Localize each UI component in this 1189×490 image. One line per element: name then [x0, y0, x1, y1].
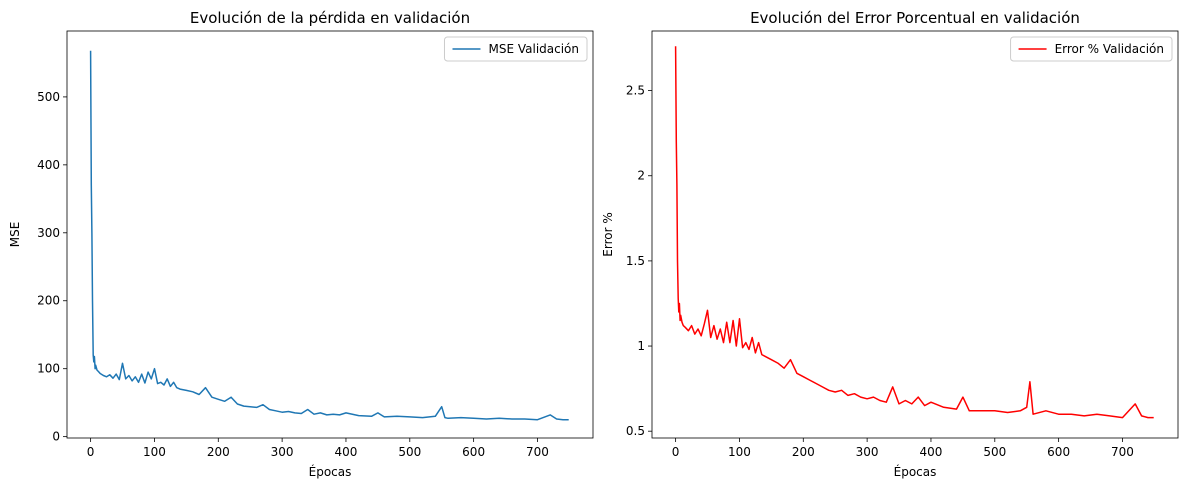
y-tick-label: 1.5 — [626, 254, 645, 268]
x-axis-label: Épocas — [894, 464, 937, 479]
y-tick-label: 200 — [37, 294, 60, 308]
chart-title: Evolución de la pérdida en validación — [190, 9, 470, 27]
x-tick-label: 400 — [335, 445, 358, 459]
x-tick-label: 500 — [398, 445, 421, 459]
x-tick-label: 300 — [856, 445, 879, 459]
x-tick-label: 200 — [792, 445, 815, 459]
y-tick-label: 1 — [637, 339, 645, 353]
legend: Error % Validación — [1010, 36, 1173, 62]
y-axis-label: MSE — [8, 222, 22, 248]
x-tick-label: 300 — [271, 445, 294, 459]
y-tick-label: 0 — [52, 430, 60, 444]
axes-frame — [651, 30, 1179, 439]
legend-box — [1010, 36, 1173, 62]
y-axis-label: Error % — [601, 212, 615, 256]
y-tick-label: 100 — [37, 362, 60, 376]
legend-box — [443, 36, 588, 62]
x-axis-label: Épocas — [309, 464, 352, 479]
x-tick-label: 700 — [526, 445, 549, 459]
legend-label: Error % Validación — [1055, 42, 1164, 56]
x-tick-label: 200 — [207, 445, 230, 459]
x-tick-label: 500 — [983, 445, 1006, 459]
x-tick-label: 100 — [143, 445, 166, 459]
y-tick-label: 400 — [37, 158, 60, 172]
y-tick-label: 0.5 — [626, 424, 645, 438]
x-tick-label: 600 — [462, 445, 485, 459]
chart-2: 0 100 200 300 400 500 600 700 0.5 1 1.5 2 2.5 Evoluci… — [601, 9, 1179, 479]
x-tick-label: 0 — [672, 445, 680, 459]
legend-label: MSE Validación — [488, 42, 579, 56]
y-tick-label: 500 — [37, 90, 60, 104]
series-line-1 — [674, 46, 1154, 419]
y-tick-label: 2.5 — [626, 84, 645, 98]
chart-title: Evolución del Error Porcentual en valida… — [750, 9, 1080, 27]
x-tick-label: 0 — [87, 445, 95, 459]
legend: MSE Validación — [443, 36, 588, 62]
series-line-1 — [89, 50, 569, 421]
y-tick-label: 300 — [37, 226, 60, 240]
x-tick-label: 600 — [1047, 445, 1070, 459]
chart-1: 0 100 200 300 400 500 600 700 0 100 200 300 400 500 Ev… — [8, 9, 594, 479]
x-tick-label: 100 — [728, 445, 751, 459]
y-tick-label: 2 — [637, 169, 645, 183]
x-tick-label: 700 — [1111, 445, 1134, 459]
axes-frame — [66, 30, 594, 439]
x-tick-label: 400 — [920, 445, 943, 459]
